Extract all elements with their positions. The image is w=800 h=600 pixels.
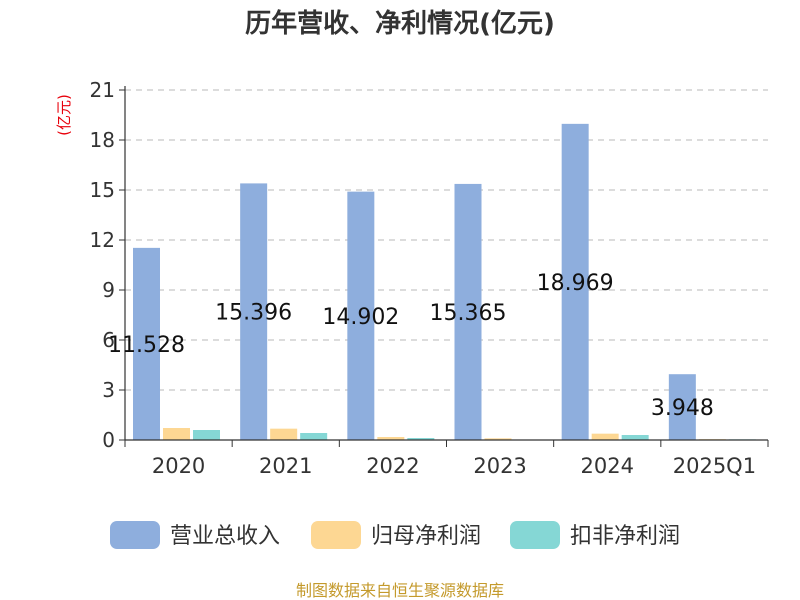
bar-2 — [484, 438, 512, 440]
bar-1 — [240, 183, 268, 440]
data-label: 15.365 — [430, 301, 507, 326]
bar-3 — [407, 438, 435, 440]
bar-1 — [454, 183, 482, 440]
bar-2 — [270, 428, 298, 440]
bar-2 — [591, 433, 619, 440]
y-tick-label: 9 — [102, 278, 115, 302]
legend-label: 归母净利润 — [371, 524, 481, 549]
x-tick-label: 2022 — [366, 454, 419, 478]
bar-1 — [133, 247, 160, 440]
bar-1 — [668, 374, 696, 440]
data-label: 18.969 — [537, 271, 614, 296]
x-tick-label: 2023 — [473, 454, 526, 478]
axes — [119, 86, 769, 447]
bar-2 — [377, 437, 405, 440]
y-axis-unit-label: (亿元) — [55, 94, 73, 136]
y-tick-label: 6 — [102, 328, 115, 352]
bar-1 — [561, 123, 589, 440]
legend-label: 营业总收入 — [170, 524, 280, 549]
data-label: 14.902 — [322, 305, 399, 330]
y-tick-label: 21 — [90, 78, 115, 102]
x-axis-ticks: 2020 2021 2022 2023 2024 2025Q1 — [152, 454, 756, 478]
legend-item: 归母净利润 — [311, 521, 481, 549]
x-tick-label: 2025Q1 — [673, 454, 756, 478]
y-axis-ticks: 0 3 6 9 12 15 18 21 — [90, 78, 115, 452]
bar-3 — [621, 435, 649, 440]
chart-title: 历年营收、净利情况(亿元) — [245, 8, 555, 39]
y-tick-label: 0 — [102, 428, 115, 452]
x-tick-label: 2024 — [581, 454, 634, 478]
bars — [133, 123, 756, 441]
source-note: 制图数据来自恒生聚源数据库 — [296, 581, 504, 600]
data-label: 11.528 — [108, 333, 185, 358]
legend-swatch — [311, 521, 361, 549]
legend-item: 扣非净利润 — [510, 521, 680, 549]
y-tick-label: 15 — [90, 178, 115, 202]
data-label: 3.948 — [651, 396, 714, 421]
legend-swatch — [110, 521, 160, 549]
gridlines — [125, 89, 768, 391]
y-tick-label: 18 — [90, 128, 115, 152]
legend-swatch — [510, 521, 560, 549]
legend-item: 营业总收入 — [110, 521, 280, 549]
legend: 营业总收入 归母净利润 扣非净利润 — [110, 521, 680, 549]
bar-3 — [193, 430, 220, 440]
bar-3 — [300, 433, 328, 440]
bar-1 — [347, 191, 375, 440]
legend-label: 扣非净利润 — [570, 524, 680, 549]
x-tick-label: 2021 — [259, 454, 312, 478]
data-label: 15.396 — [215, 301, 292, 326]
data-labels: 11.528 15.396 14.902 15.365 18.969 3.948 — [108, 271, 714, 421]
y-tick-label: 12 — [90, 228, 115, 252]
bar-2 — [163, 428, 190, 440]
y-tick-label: 3 — [102, 378, 115, 402]
x-tick-label: 2020 — [152, 454, 205, 478]
